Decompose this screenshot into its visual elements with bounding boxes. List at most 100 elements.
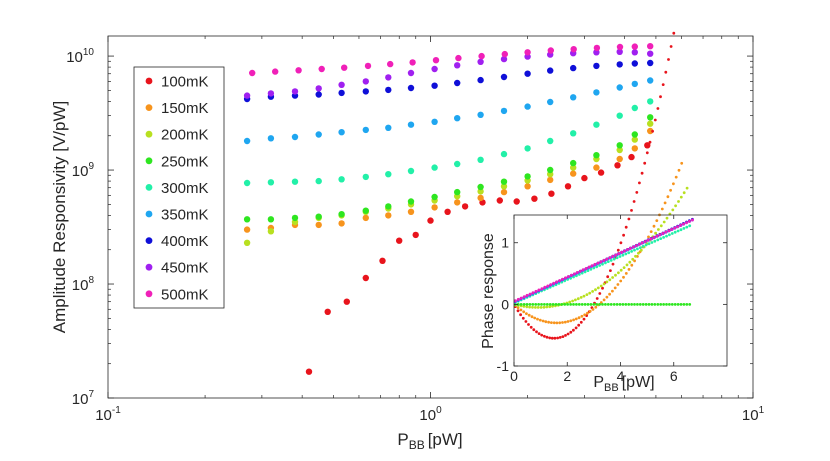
inset-point-500mK (626, 248, 629, 251)
inset-point-100mK (656, 107, 660, 110)
main-point-100mK-19 (628, 153, 635, 161)
inset-point-150mK (586, 311, 589, 315)
main-point-150mK-17 (631, 145, 638, 152)
inset-point-250mK (537, 303, 540, 306)
main-point-100mK-1 (324, 308, 331, 315)
main-point-350mK-6 (385, 124, 392, 131)
main-x-tick-label: 100 (419, 405, 442, 424)
inset-point-150mK (674, 175, 678, 179)
main-point-400mK-12 (524, 70, 531, 77)
inset-point-300mK (647, 242, 651, 246)
inset-point-150mK (577, 316, 581, 320)
main-point-250mK-10 (477, 183, 484, 191)
inset-point-100mK (643, 161, 647, 165)
legend-label: 400mK (161, 233, 209, 250)
inset-point-500mK (587, 265, 591, 269)
inset-point-300mK (595, 265, 599, 269)
main-point-100mK-3 (362, 274, 369, 282)
inset-point-250mK (598, 303, 601, 306)
inset-point-200mK (602, 282, 606, 286)
main-point-150mK-7 (407, 208, 415, 215)
inset-point-500mK (546, 284, 550, 288)
inset-point-500mK (590, 264, 594, 268)
inset-point-150mK (561, 321, 564, 324)
inset-point-150mK (630, 263, 634, 267)
main-point-450mK-4 (338, 81, 345, 89)
legend-marker (145, 130, 153, 138)
main-point-100mK-5 (396, 237, 403, 244)
main-point-350mK-15 (593, 89, 600, 96)
inset-point-250mK (638, 303, 642, 306)
inset-point-200mK (639, 248, 643, 252)
inset-point-500mK (558, 279, 561, 282)
inset-point-500mK (573, 272, 576, 276)
inset-point-300mK (633, 248, 636, 252)
main-point-350mK-11 (500, 107, 508, 115)
inset-point-150mK (580, 314, 584, 318)
main-point-500mK-11 (501, 50, 508, 58)
inset-point-200mK (605, 280, 609, 284)
inset-point-300mK (656, 238, 660, 242)
inset-x-tick-label: 6 (670, 368, 678, 384)
inset-point-200mK (685, 186, 689, 190)
inset-point-200mK (525, 305, 529, 309)
main-point-450mK-3 (315, 85, 322, 92)
inset-x-tick-label: 2 (563, 368, 571, 384)
inset-point-200mK (617, 271, 620, 275)
main-point-300mK-3 (315, 177, 322, 185)
inset-point-500mK (537, 288, 541, 292)
inset-x-tick-label: 4 (617, 368, 625, 384)
main-point-500mK-7 (409, 59, 416, 66)
inset-point-150mK (536, 317, 539, 321)
main-series-450mK (243, 48, 654, 99)
main-y-axis-ticks: 107 108 109 1010 (66, 47, 753, 408)
inset-point-200mK (634, 254, 637, 258)
inset-point-150mK (649, 230, 653, 234)
inset-point-250mK (650, 303, 654, 306)
inset-point-100mK (527, 323, 530, 326)
legend-marker (145, 290, 153, 298)
inset-point-150mK (544, 320, 548, 324)
inset-point-500mK (596, 261, 600, 265)
inset-point-200mK (682, 191, 686, 195)
inset-point-200mK (531, 305, 534, 309)
inset-point-200mK (548, 305, 552, 309)
inset-point-200mK (674, 204, 677, 208)
inset-point-150mK (677, 168, 681, 172)
inset-point-250mK (633, 303, 636, 306)
inset-point-250mK (572, 303, 575, 306)
inset-point-100mK (645, 151, 649, 155)
inset-point-100mK (595, 297, 599, 300)
inset-point-100mK (640, 171, 644, 175)
inset-point-500mK (528, 292, 532, 296)
inset-point-500mK (575, 271, 579, 274)
inset-point-100mK (574, 326, 578, 330)
legend-marker (145, 184, 153, 191)
inset-point-200mK (571, 299, 574, 303)
inset-point-300mK (665, 234, 668, 238)
inset-point-250mK (557, 303, 561, 306)
main-y-tick-label: 1010 (66, 47, 94, 66)
main-point-500mK-9 (455, 54, 462, 62)
inset-point-150mK (519, 308, 523, 312)
inset-point-200mK (625, 263, 629, 267)
inset-point-100mK (532, 328, 536, 332)
main-point-150mK-0 (243, 226, 251, 233)
inset-point-250mK (551, 303, 555, 306)
inset-point-250mK (566, 303, 569, 306)
inset-point-150mK (672, 182, 675, 186)
inset-point-250mK (662, 303, 665, 306)
inset-point-150mK (619, 279, 623, 283)
inset-point-100mK (669, 45, 673, 48)
main-point-150mK-4 (338, 220, 345, 227)
inset-point-250mK (688, 303, 692, 306)
inset-point-300mK (618, 255, 622, 258)
inset-point-100mK (661, 83, 665, 86)
inset-point-100mK (579, 320, 583, 324)
inset-point-200mK (608, 278, 612, 282)
main-point-150mK-5 (362, 214, 369, 222)
main-y-tick-label: 108 (72, 275, 95, 294)
legend-entry-200mK: 200mK (145, 127, 209, 144)
inset-point-150mK (558, 321, 562, 325)
